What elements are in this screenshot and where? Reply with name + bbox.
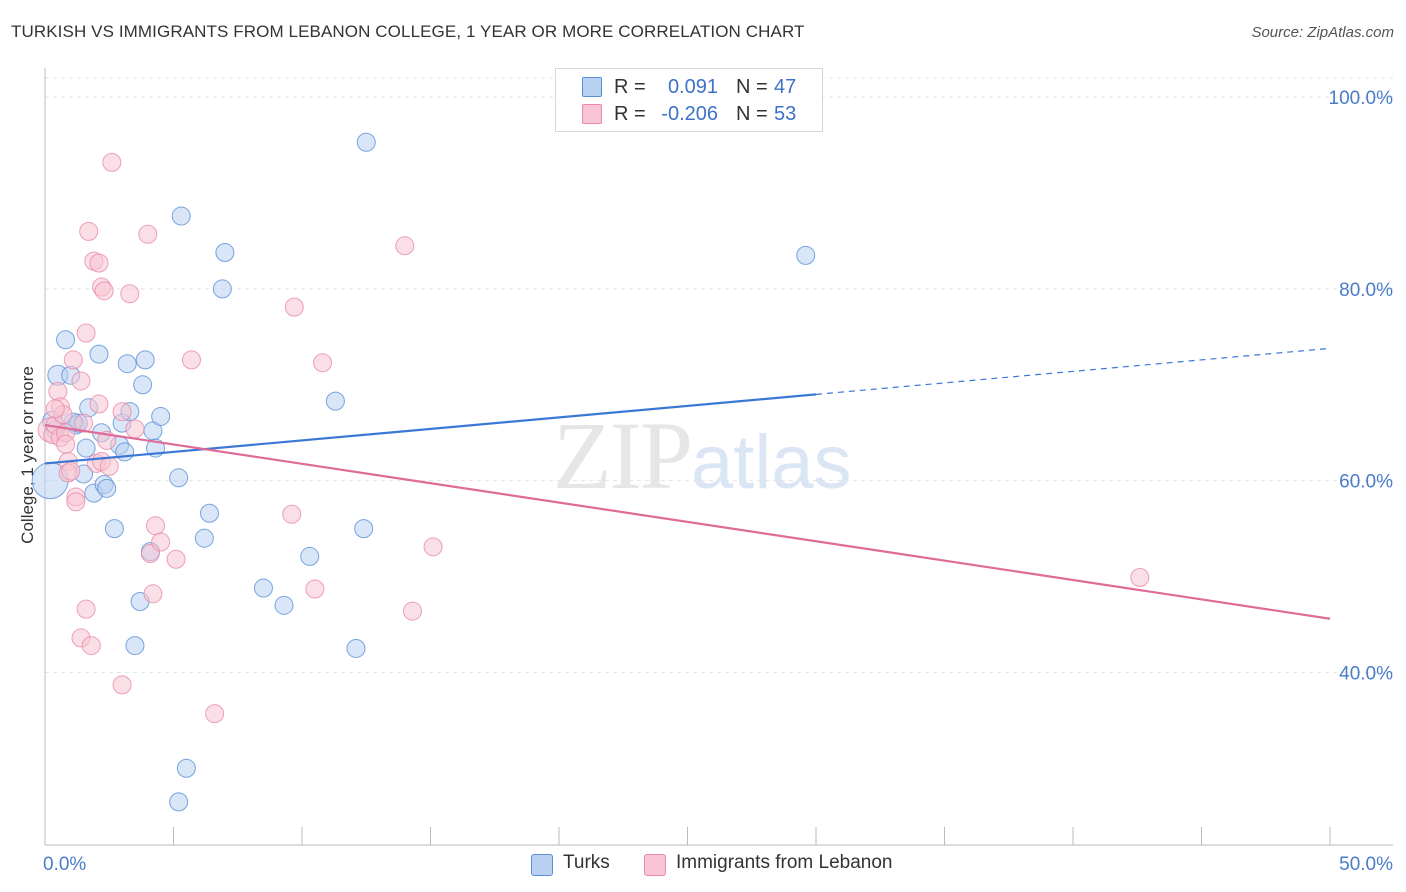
lebanon-point [1130, 568, 1150, 588]
turks-point [300, 546, 320, 566]
lebanon-point [151, 532, 171, 552]
lebanon-point [166, 549, 186, 569]
turks-point [151, 406, 171, 426]
turks-point [169, 468, 189, 488]
lebanon-point [112, 675, 132, 695]
turks-point [274, 595, 294, 615]
n-value-lebanon: 53 [774, 103, 797, 125]
turks-point [346, 638, 366, 658]
lebanon-point [61, 461, 81, 481]
turks-point [133, 375, 153, 395]
lebanon-point [74, 413, 94, 433]
turks-point [56, 330, 76, 350]
y-tick-label: 60.0% [1339, 472, 1393, 493]
r-value-lebanon: -0.206 [661, 103, 718, 125]
turks-point [253, 578, 273, 598]
lebanon-trend-line [44, 423, 1331, 620]
lebanon-point [313, 353, 333, 373]
turks-point [356, 132, 376, 152]
lebanon-point [79, 221, 99, 241]
turks-point [215, 242, 235, 262]
lebanon-point [282, 504, 302, 524]
x-tick-label: 50.0% [1339, 854, 1393, 875]
lebanon-point [81, 636, 101, 656]
y-tick-label: 40.0% [1339, 663, 1393, 684]
turks-point [97, 478, 117, 498]
turks-point [125, 636, 145, 656]
lebanon-point [89, 253, 109, 273]
lebanon-point [102, 152, 122, 172]
lebanon-point [423, 537, 443, 557]
lebanon-point [71, 371, 91, 391]
n-value-turks: 47 [774, 76, 797, 98]
lebanon-point [395, 236, 415, 256]
lebanon-swatch [582, 104, 602, 124]
lebanon-point [76, 599, 96, 619]
lebanon-point [120, 284, 140, 304]
lebanon-point [205, 704, 225, 724]
legend-row-lebanon: R = -0.206 N = 53 [556, 101, 822, 127]
watermark-atlas: atlas [691, 420, 852, 505]
turks-legend-swatch [531, 854, 553, 876]
chart-title: TURKISH VS IMMIGRANTS FROM LEBANON COLLE… [11, 22, 805, 41]
lebanon-point [99, 456, 119, 476]
n-label: N = [736, 76, 768, 98]
n-label: N = [736, 103, 768, 125]
legend-row-turks: R = 0.091 N = 47 [556, 74, 822, 100]
source-label: Source: ZipAtlas.com [1251, 24, 1394, 41]
turks-trend-line [44, 393, 817, 465]
turks-point [212, 279, 232, 299]
lebanon-point [112, 402, 132, 422]
turks-legend-label: Turks [563, 852, 610, 873]
turks-point [199, 503, 219, 523]
lebanon-point [45, 399, 65, 419]
r-value-turks: 0.091 [667, 76, 718, 98]
lebanon-point [305, 579, 325, 599]
correlation-legend: R = 0.091 N = 47 R = -0.206 N = 53 [555, 68, 823, 132]
lebanon-point [146, 516, 166, 536]
turks-point [117, 354, 137, 374]
lebanon-point [125, 419, 145, 439]
turks-swatch [582, 77, 602, 97]
lebanon-point [56, 434, 76, 454]
lebanon-point [284, 297, 304, 317]
turks-point [354, 519, 374, 539]
r-label: R = [614, 76, 646, 98]
lebanon-point [76, 323, 96, 343]
turks-point [135, 350, 155, 370]
lebanon-point [181, 350, 201, 370]
turks-point [169, 792, 189, 812]
watermark: ZIPatlas [553, 400, 852, 511]
lebanon-point [403, 601, 423, 621]
turks-point [115, 442, 135, 462]
lebanon-point [63, 350, 83, 370]
lebanon-point [143, 584, 163, 604]
lebanon-point [138, 224, 158, 244]
y-axis-title: College, 1 year or more [18, 366, 37, 544]
y-tick-label: 100.0% [1329, 88, 1394, 109]
turks-point [76, 438, 96, 458]
turks-point [171, 206, 191, 226]
lebanon-legend-swatch [644, 854, 666, 876]
r-label: R = [614, 103, 646, 125]
lebanon-point [94, 281, 114, 301]
lebanon-point [66, 492, 86, 512]
watermark-zip: ZIP [553, 402, 693, 509]
turks-point [194, 528, 214, 548]
turks-trend-projection [815, 347, 1331, 395]
turks-point [176, 758, 196, 778]
turks-point [796, 245, 816, 265]
y-tick-label: 80.0% [1339, 280, 1393, 301]
turks-point [104, 519, 124, 539]
turks-point [89, 344, 109, 364]
lebanon-point [89, 394, 109, 414]
lebanon-legend-label: Immigrants from Lebanon [676, 852, 893, 873]
x-tick-label: 0.0% [43, 854, 86, 875]
turks-point [325, 391, 345, 411]
